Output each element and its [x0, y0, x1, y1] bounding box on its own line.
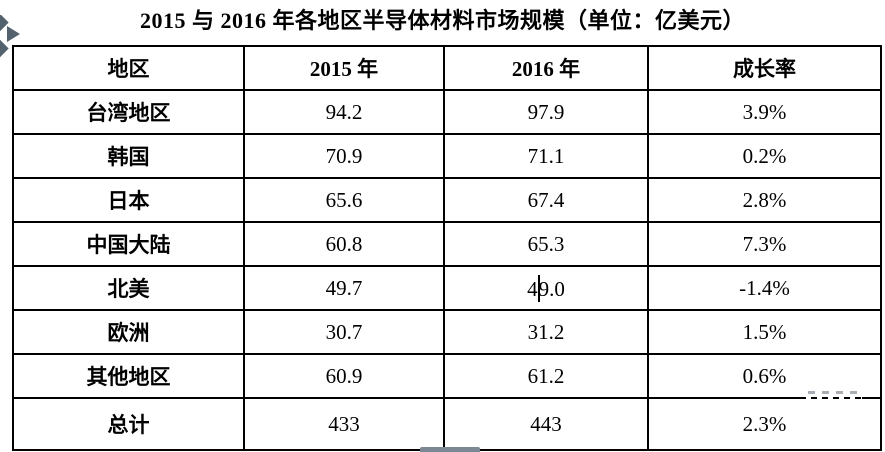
table-row: 其他地区 60.9 61.2 0.6% [12, 353, 882, 399]
table-cell[interactable]: 70.9 [243, 133, 445, 179]
table-cell[interactable]: 日本 [12, 177, 245, 223]
move-handle-diamond [0, 39, 9, 58]
text-caret [537, 274, 540, 302]
page-title[interactable]: 2015 与 2016 年各地区半导体材料市场规模（单位：亿美元） [139, 8, 745, 33]
table-cell[interactable]: 其他地区 [12, 353, 245, 399]
table-cell[interactable]: 欧洲 [12, 309, 245, 355]
table-cell[interactable]: 433 [243, 397, 445, 451]
move-handle-arrow [7, 26, 20, 42]
table-cell[interactable]: -1.4% [647, 265, 882, 311]
table-cell[interactable]: 67.4 [443, 177, 649, 223]
table-cell[interactable]: 94.2 [243, 89, 445, 135]
table-cell[interactable]: 3.9% [647, 89, 882, 135]
table-total-row: 总计 433 443 2.3% [12, 397, 882, 451]
table-cell[interactable]: 韩国 [12, 133, 245, 179]
table-cell[interactable]: 65.3 [443, 221, 649, 267]
table-cell[interactable]: 北美 [12, 265, 245, 311]
table-row: 中国大陆 60.8 65.3 7.3% [12, 221, 882, 267]
table-cell[interactable]: 30.7 [243, 309, 445, 355]
table-cell[interactable]: 65.6 [243, 177, 445, 223]
table-cell[interactable]: 60.8 [243, 221, 445, 267]
cell-text: 4 [527, 276, 538, 301]
header-cell-growth[interactable]: 成长率 [647, 45, 882, 91]
table-header-row: 地区 2015 年 2016 年 成长率 [12, 45, 882, 91]
table-cell[interactable]: 台湾地区 [12, 89, 245, 135]
table-cell[interactable]: 61.2 [443, 353, 649, 399]
table-row: 韩国 70.9 71.1 0.2% [12, 133, 882, 179]
table-cell[interactable]: 49.7 [243, 265, 445, 311]
move-handle-icon[interactable] [0, 15, 24, 59]
table-row: 日本 65.6 67.4 2.8% [12, 177, 882, 223]
table-cell[interactable]: 1.5% [647, 309, 882, 355]
header-cell-region[interactable]: 地区 [12, 45, 245, 91]
table-cell[interactable]: 31.2 [443, 309, 649, 355]
table-cell[interactable]: 2.3% [647, 397, 882, 451]
header-cell-2015[interactable]: 2015 年 [243, 45, 445, 91]
table-cell[interactable]: 97.9 [443, 89, 649, 135]
table-cell[interactable]: 总计 [12, 397, 245, 451]
table-cell[interactable]: 60.9 [243, 353, 445, 399]
cell-text: 9.0 [538, 276, 565, 301]
watermark-smudge [806, 394, 862, 399]
market-size-table: 地区 2015 年 2016 年 成长率 台湾地区 94.2 97.9 3.9%… [12, 45, 882, 451]
table-row: 欧洲 30.7 31.2 1.5% [12, 309, 882, 355]
table-cell[interactable]: 443 [443, 397, 649, 451]
table-row: 北美 49.7 49.0 -1.4% [12, 265, 882, 311]
scrollbar-thumb[interactable] [420, 447, 480, 452]
table-cell[interactable]: 2.8% [647, 177, 882, 223]
table-cell[interactable]: 中国大陆 [12, 221, 245, 267]
header-cell-2016[interactable]: 2016 年 [443, 45, 649, 91]
table-cell-with-caret[interactable]: 49.0 [443, 265, 649, 311]
table-cell[interactable]: 7.3% [647, 221, 882, 267]
table-cell[interactable]: 0.2% [647, 133, 882, 179]
watermark-smudge [808, 391, 858, 394]
table-cell[interactable]: 71.1 [443, 133, 649, 179]
table-row: 台湾地区 94.2 97.9 3.9% [12, 89, 882, 135]
